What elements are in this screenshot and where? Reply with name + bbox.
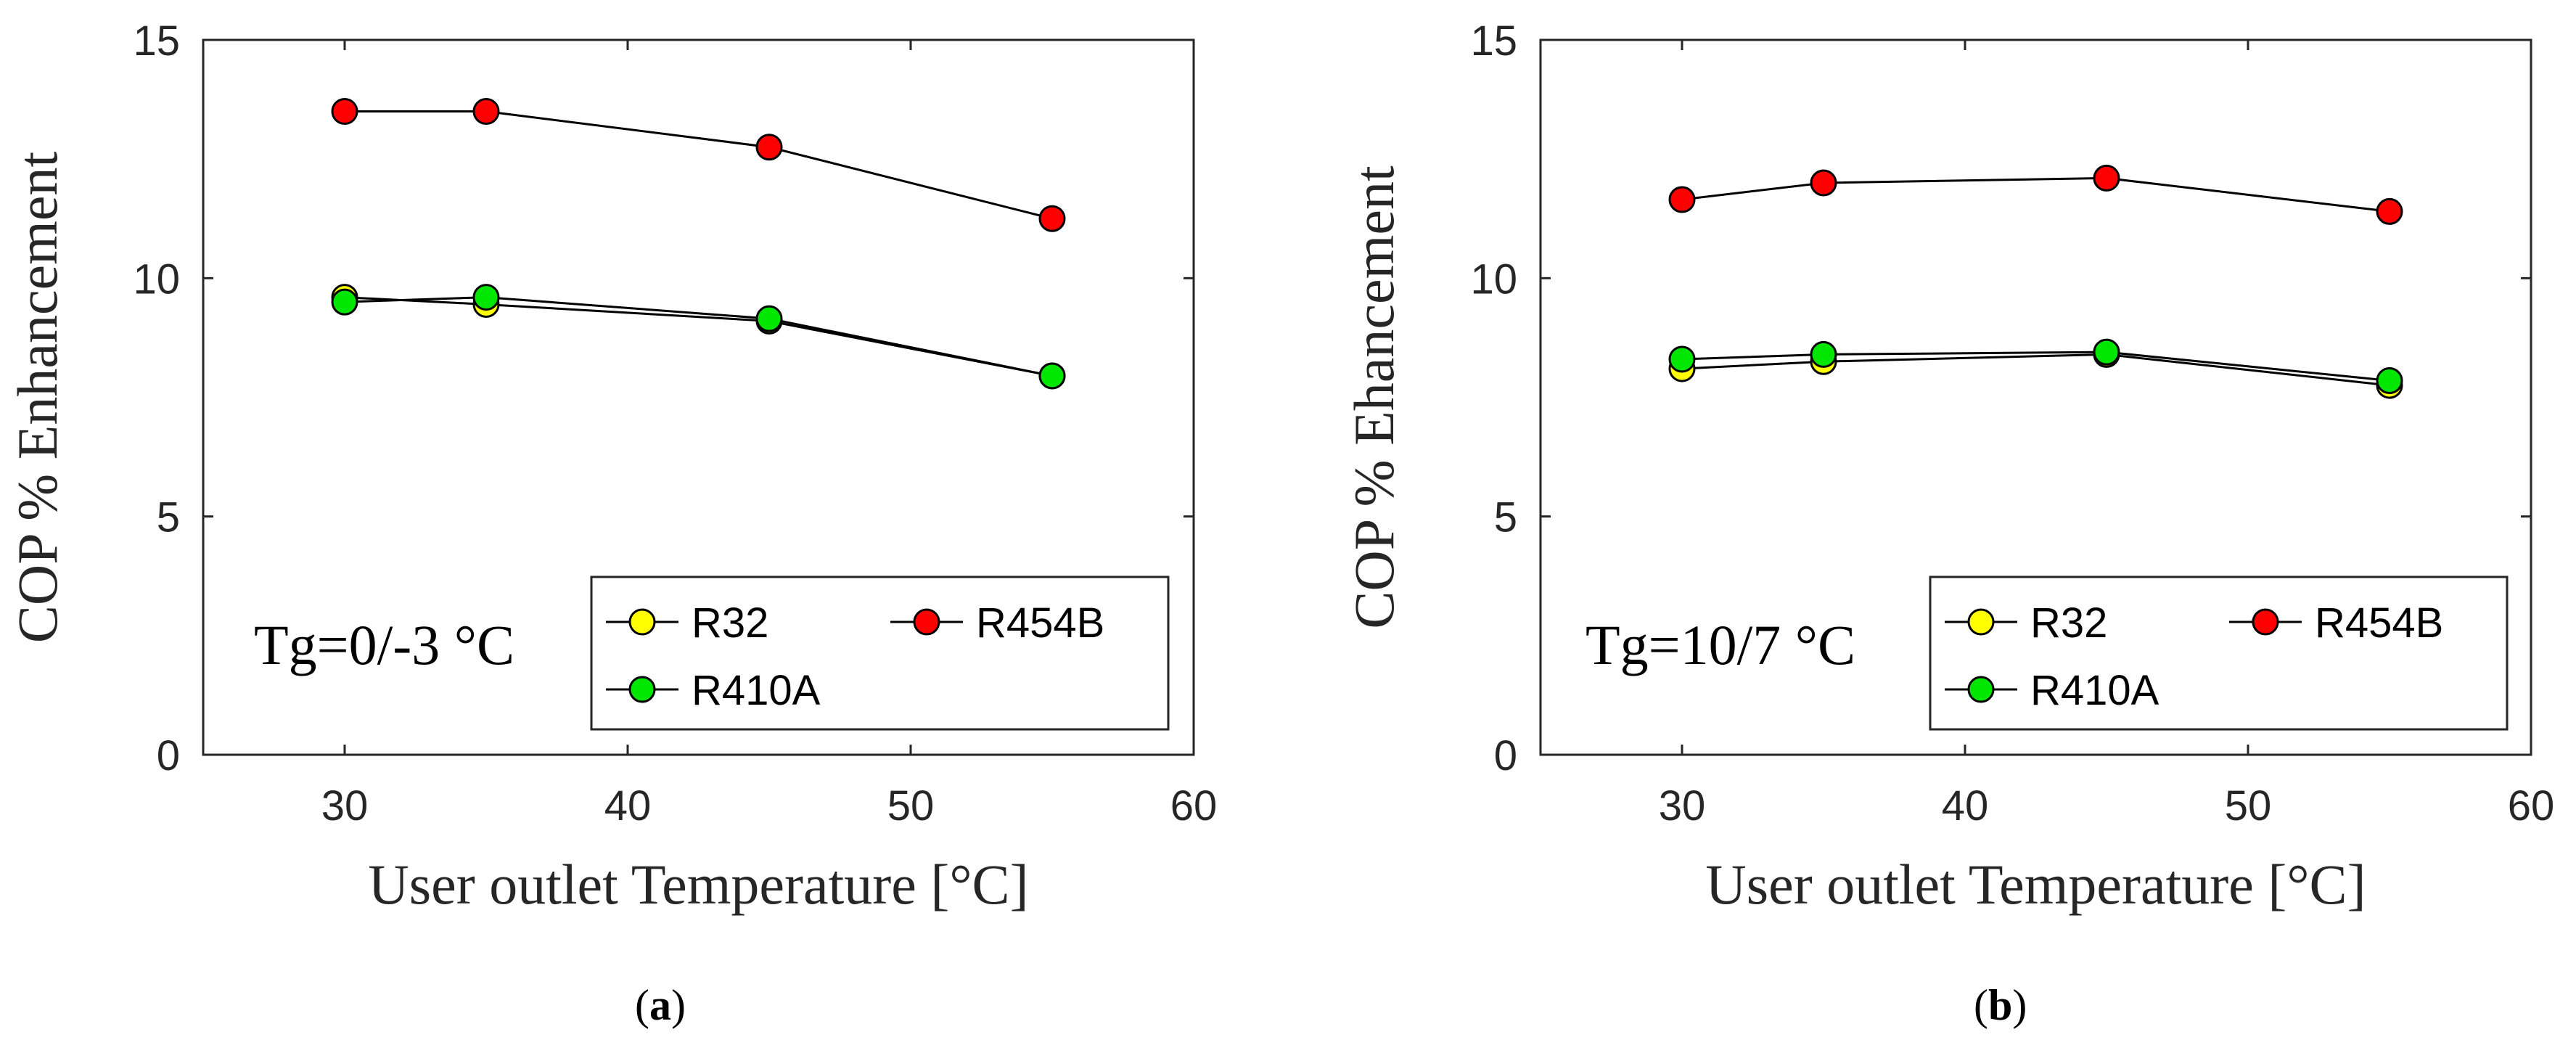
legend-label-r410a: R410A — [2030, 667, 2159, 714]
data-point-r454b — [755, 134, 783, 161]
legend-label-r32: R32 — [2030, 599, 2107, 647]
data-point-r410a — [1038, 362, 1066, 390]
x-tick-label: 60 — [1170, 782, 1218, 829]
legend-marker-r454b — [2252, 608, 2279, 636]
series-line-r32 — [1681, 353, 2390, 387]
x-tick-label: 60 — [2508, 782, 2555, 829]
legend-box — [1929, 575, 2509, 731]
caption-paren-open: ( — [635, 981, 649, 1029]
x-tick-label: 50 — [2225, 782, 2272, 829]
y-tick-label: 0 — [1494, 732, 1517, 779]
data-point-r454b — [1038, 205, 1066, 232]
legend-marker-r454b — [913, 608, 940, 636]
data-point-r454b — [1668, 186, 1696, 213]
legend-label-r410a: R410A — [692, 667, 821, 714]
condition-annotation: Tg=10/7 °C — [1586, 613, 1855, 676]
legend-box — [590, 575, 1170, 731]
x-axis-label: User outlet Temperature [°C] — [1705, 853, 2366, 916]
data-point-r454b — [331, 98, 358, 125]
caption-letter: a — [649, 981, 671, 1029]
panel-caption: (b) — [1974, 981, 2027, 1029]
data-point-r410a — [472, 284, 500, 311]
legend-label-r32: R32 — [692, 599, 768, 647]
condition-annotation: Tg=0/-3 °C — [254, 613, 514, 676]
data-point-r410a — [331, 288, 358, 316]
plot-frame — [1539, 38, 2532, 756]
y-tick-label: 15 — [1470, 17, 1517, 65]
y-tick-label: 5 — [1494, 494, 1517, 541]
y-tick-label: 10 — [133, 255, 180, 303]
x-tick-label: 50 — [887, 782, 935, 829]
y-axis-label: COP % Enhancement — [6, 152, 69, 644]
caption-paren-open: ( — [1974, 981, 1988, 1029]
data-point-r410a — [755, 305, 783, 332]
legend-label-r454b: R454B — [976, 599, 1104, 647]
data-point-r410a — [1668, 345, 1696, 373]
series-line-r454b — [1681, 176, 2390, 213]
legend-marker-r32 — [1967, 608, 1995, 636]
series-line-r454b — [345, 110, 1053, 220]
plot-frame — [202, 38, 1195, 756]
y-tick-label: 15 — [133, 17, 180, 65]
caption-letter: b — [1988, 981, 2012, 1029]
legend-marker-r32 — [628, 608, 656, 636]
data-point-r454b — [472, 98, 500, 125]
y-axis-label: COP % Ehancement — [1342, 165, 1406, 629]
y-tick-label: 0 — [157, 732, 180, 779]
data-point-r410a — [2376, 367, 2403, 395]
data-point-r454b — [2376, 197, 2403, 225]
legend-marker-r410a — [1967, 676, 1995, 703]
caption-paren-close: ) — [2012, 981, 2027, 1029]
panel-caption: (a) — [635, 981, 686, 1029]
series-line-r32 — [344, 296, 1053, 377]
panel-a: 30 40 50 60 0 5 10 15 User outlet Temperature [°… — [6, 17, 1217, 1029]
y-tick-label: 10 — [1470, 255, 1517, 303]
legend-marker-r410a — [628, 676, 656, 703]
caption-paren-close: ) — [671, 981, 686, 1029]
panel-b: 30 40 50 60 0 5 10 15 User outlet Temperature [°… — [1342, 17, 2554, 1029]
x-tick-label: 30 — [1659, 782, 1706, 829]
x-axis-label: User outlet Temperature [°C] — [368, 853, 1028, 916]
x-tick-label: 40 — [604, 782, 652, 829]
data-point-r454b — [1810, 169, 1837, 197]
data-point-r410a — [1810, 340, 1837, 368]
series-line-r410a — [344, 296, 1053, 377]
legend-label-r454b: R454B — [2315, 599, 2443, 647]
data-point-r454b — [2093, 164, 2120, 192]
series-line-r410a — [1681, 351, 2390, 382]
data-point-r410a — [2093, 338, 2120, 366]
x-tick-label: 40 — [1942, 782, 1989, 829]
y-tick-label: 5 — [157, 494, 180, 541]
x-tick-label: 30 — [321, 782, 369, 829]
